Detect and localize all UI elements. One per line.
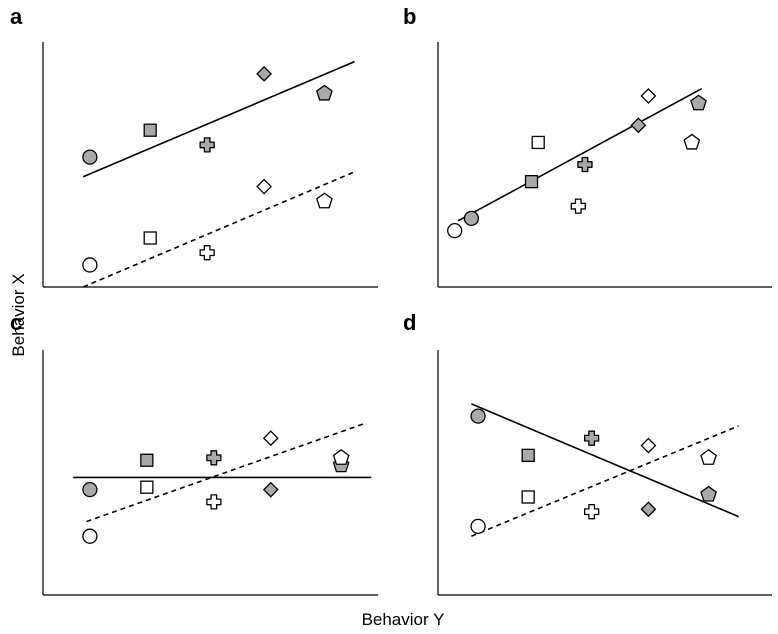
data-point-open-cross: [199, 245, 215, 261]
data-point-filled-square: [143, 123, 157, 137]
panel-label-d: d: [403, 310, 416, 335]
panel-label-a: a: [10, 4, 23, 29]
data-point-filled-cross: [583, 430, 600, 446]
solid-trend-line: [471, 403, 739, 518]
data-point-open-cross: [206, 494, 222, 510]
data-point-filled-pentagon: [316, 84, 333, 101]
panel-c: c: [10, 310, 378, 596]
panel-label-b: b: [403, 4, 416, 29]
data-point-open-circle: [82, 528, 98, 544]
panel-d: d: [403, 310, 772, 596]
data-point-open-diamond: [640, 87, 657, 104]
dashed-trend-line: [471, 425, 739, 537]
y-axis-label: Behavior X: [9, 273, 28, 356]
data-point-open-pentagon: [700, 448, 717, 465]
data-point-open-diamond: [640, 437, 657, 454]
data-point-open-square: [143, 231, 157, 245]
data-point-filled-cross: [199, 137, 215, 153]
data-point-filled-circle: [82, 149, 98, 165]
data-point-filled-pentagon: [690, 94, 707, 111]
data-point-filled-pentagon: [700, 485, 717, 502]
data-point-open-diamond: [262, 430, 279, 447]
panel-a: a: [10, 4, 378, 288]
data-point-filled-cross: [577, 156, 593, 173]
data-point-open-circle: [470, 518, 486, 535]
data-point-open-diamond: [256, 178, 273, 195]
data-point-open-cross: [583, 504, 600, 520]
data-point-open-pentagon: [683, 133, 701, 150]
data-point-open-pentagon: [332, 448, 350, 465]
data-point-open-square: [531, 135, 545, 150]
solid-trend-line: [82, 60, 355, 178]
data-point-filled-cross: [206, 450, 222, 466]
data-point-filled-diamond: [630, 117, 647, 134]
data-point-filled-diamond: [262, 481, 279, 498]
data-point-filled-circle: [463, 210, 480, 227]
data-point-open-cross: [570, 198, 586, 214]
data-point-filled-diamond: [256, 65, 273, 82]
panel-label-c: c: [10, 310, 22, 335]
dashed-trend-line: [86, 422, 365, 523]
data-point-filled-square: [524, 174, 539, 189]
data-point-filled-square: [140, 453, 154, 467]
data-point-filled-circle: [470, 408, 486, 424]
data-point-filled-square: [521, 448, 535, 463]
dashed-trend-line: [82, 171, 355, 288]
data-point-open-circle: [447, 222, 463, 239]
data-point-filled-diamond: [640, 501, 657, 518]
solid-trend-line: [457, 87, 703, 222]
data-point-open-square: [140, 480, 154, 494]
data-point-open-square: [521, 490, 535, 504]
panels: a b c d: [10, 4, 772, 596]
data-point-filled-circle: [82, 481, 98, 498]
panel-b: b: [403, 4, 772, 288]
data-point-open-circle: [82, 257, 98, 273]
x-axis-label: Behavior Y: [362, 610, 445, 629]
data-point-open-pentagon: [316, 192, 333, 209]
